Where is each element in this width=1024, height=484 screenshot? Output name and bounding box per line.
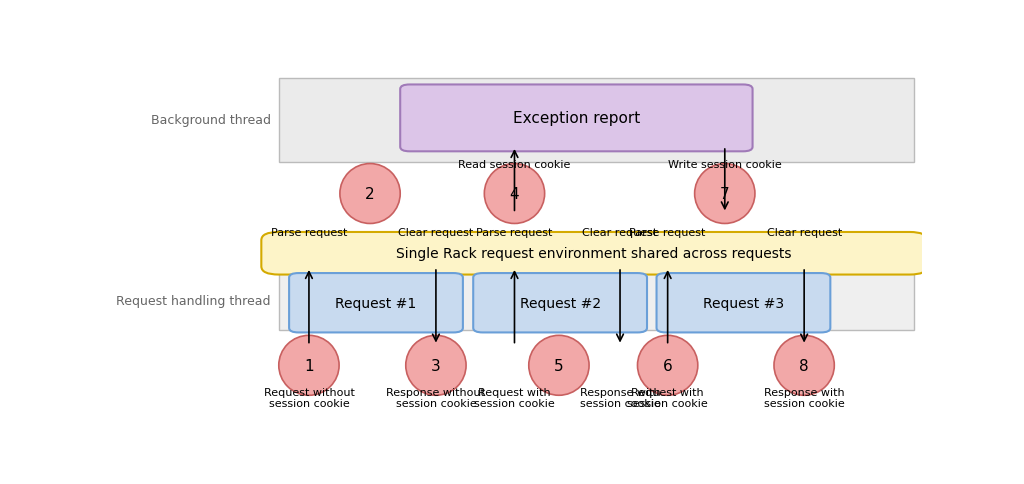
FancyBboxPatch shape <box>473 273 647 333</box>
Text: Read session cookie: Read session cookie <box>459 160 570 170</box>
Text: Request with
session cookie: Request with session cookie <box>474 387 555 408</box>
Text: Single Rack request environment shared across requests: Single Rack request environment shared a… <box>396 247 792 261</box>
Text: Response without
session cookie: Response without session cookie <box>386 387 485 408</box>
Text: Parse request: Parse request <box>630 228 706 238</box>
Text: Exception report: Exception report <box>513 111 640 126</box>
Text: Write session cookie: Write session cookie <box>668 160 781 170</box>
Ellipse shape <box>406 335 466 395</box>
FancyBboxPatch shape <box>656 273 830 333</box>
Ellipse shape <box>279 335 339 395</box>
Text: Clear request: Clear request <box>767 228 842 238</box>
Text: 6: 6 <box>663 358 673 373</box>
Text: 3: 3 <box>431 358 440 373</box>
Text: Parse request: Parse request <box>270 228 347 238</box>
Text: Request #1: Request #1 <box>336 296 417 310</box>
Text: Response with
session cookie: Response with session cookie <box>580 387 660 408</box>
Ellipse shape <box>638 335 697 395</box>
Text: Request with
session cookie: Request with session cookie <box>628 387 708 408</box>
FancyBboxPatch shape <box>289 273 463 333</box>
FancyBboxPatch shape <box>279 78 913 163</box>
Text: Request #2: Request #2 <box>519 296 601 310</box>
Ellipse shape <box>774 335 835 395</box>
FancyBboxPatch shape <box>400 85 753 152</box>
Text: Clear request: Clear request <box>583 228 657 238</box>
Ellipse shape <box>694 164 755 224</box>
Ellipse shape <box>340 164 400 224</box>
FancyBboxPatch shape <box>279 272 913 330</box>
Text: Parse request: Parse request <box>476 228 553 238</box>
Ellipse shape <box>528 335 589 395</box>
Text: Background thread: Background thread <box>151 114 270 127</box>
Text: Request #3: Request #3 <box>702 296 784 310</box>
Text: 2: 2 <box>366 187 375 202</box>
Text: 4: 4 <box>510 187 519 202</box>
Text: Response with
session cookie: Response with session cookie <box>764 387 845 408</box>
Text: Request handling thread: Request handling thread <box>117 295 270 308</box>
FancyBboxPatch shape <box>261 232 927 275</box>
Text: 1: 1 <box>304 358 313 373</box>
Text: Request without
session cookie: Request without session cookie <box>263 387 354 408</box>
Text: 7: 7 <box>720 187 729 202</box>
Text: 5: 5 <box>554 358 564 373</box>
Text: 8: 8 <box>800 358 809 373</box>
Text: Clear request: Clear request <box>398 228 473 238</box>
Ellipse shape <box>484 164 545 224</box>
